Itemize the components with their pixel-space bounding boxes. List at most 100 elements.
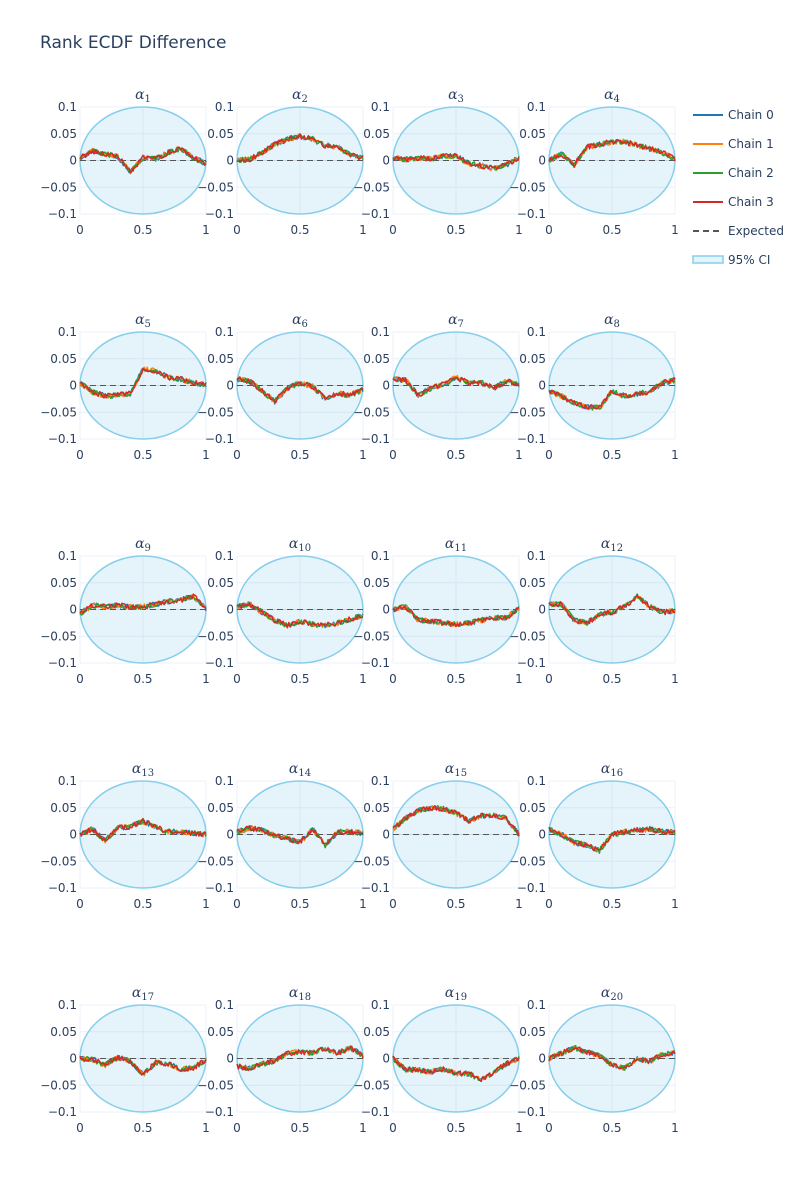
chain-line-3	[236, 133, 364, 163]
x-tick-label: 1	[359, 223, 367, 237]
y-tick-label: 0.05	[363, 352, 390, 366]
subplot-title: α16	[601, 761, 623, 779]
x-tick-label: 0.5	[133, 1121, 152, 1135]
y-tick-label: 0.05	[50, 1025, 77, 1039]
y-tick-label: 0.1	[371, 774, 390, 788]
y-tick-label: 0	[226, 154, 234, 168]
x-tick-label: 0.5	[446, 448, 465, 462]
chain-line-2	[79, 146, 207, 173]
x-tick-label: 1	[202, 1121, 210, 1135]
x-tick-label: 0.5	[133, 897, 152, 911]
x-tick-label: 1	[671, 897, 679, 911]
subplot-19: 0.1 0.05 0 −0.05 −0.1 0 0.5 1 α19	[353, 985, 523, 1135]
x-tick-label: 0	[233, 448, 241, 462]
chain-line-3	[236, 602, 364, 629]
x-tick-label: 0	[233, 223, 241, 237]
x-tick-label: 0.5	[290, 897, 309, 911]
subplot-7: 0.1 0.05 0 −0.05 −0.1 0 0.5 1 α7	[353, 312, 523, 462]
y-tick-label: 0.05	[50, 576, 77, 590]
y-tick-label: 0.05	[207, 576, 234, 590]
legend-item-95-ci[interactable]: 95% CI	[692, 253, 770, 267]
x-tick-label: 0	[545, 223, 553, 237]
y-tick-label: 0.05	[519, 1025, 546, 1039]
x-tick-label: 0	[76, 448, 84, 462]
subplot-2: 0.1 0.05 0 −0.05 −0.1 0 0.5 1 α2	[197, 87, 367, 237]
legend-label: Chain 3	[728, 195, 774, 209]
y-tick-label: 0.05	[207, 1025, 234, 1039]
y-tick-label: 0	[538, 379, 546, 393]
y-tick-label: 0.05	[207, 127, 234, 141]
subplot-title: α2	[292, 87, 308, 105]
subplot-title: α1	[135, 87, 151, 105]
chain-line-3	[79, 818, 207, 842]
subplot-title: α6	[292, 312, 308, 330]
y-tick-label: 0	[538, 603, 546, 617]
subplot-1: 0.1 0.05 0 −0.05 −0.1 0 0.5 1 α1	[40, 87, 210, 237]
x-tick-label: 0	[389, 897, 397, 911]
y-tick-label: 0.1	[527, 549, 546, 563]
y-tick-label: 0	[382, 154, 390, 168]
y-tick-label: 0.05	[207, 801, 234, 815]
subplot-title: α18	[289, 985, 311, 1003]
y-tick-label: 0.1	[58, 549, 77, 563]
y-tick-label: 0.1	[58, 325, 77, 339]
chain-line-3	[236, 376, 364, 403]
y-tick-label: 0.05	[207, 352, 234, 366]
x-tick-label: 1	[202, 897, 210, 911]
chain-line-3	[548, 1046, 676, 1070]
legend-item-chain-1[interactable]: Chain 1	[693, 137, 774, 151]
legend[interactable]: Chain 0 Chain 1 Chain 2 Chain 3 Expected 95% …	[692, 108, 784, 267]
y-tick-label: 0	[382, 603, 390, 617]
x-tick-label: 0	[76, 672, 84, 686]
y-tick-label: 0.05	[519, 801, 546, 815]
y-tick-label: 0.05	[519, 127, 546, 141]
subplot-4: 0.1 0.05 0 −0.05 −0.1 0 0.5 1 α4	[509, 87, 679, 237]
y-tick-label: 0	[69, 603, 77, 617]
y-tick-label: −0.1	[205, 656, 234, 670]
y-tick-label: −0.05	[509, 629, 546, 643]
y-tick-label: −0.1	[517, 1105, 546, 1119]
y-tick-label: −0.1	[361, 881, 390, 895]
subplot-20: 0.1 0.05 0 −0.05 −0.1 0 0.5 1 α20	[509, 985, 679, 1135]
legend-item-expected[interactable]: Expected	[693, 224, 784, 238]
y-tick-label: 0.1	[215, 549, 234, 563]
x-tick-label: 0.5	[602, 223, 621, 237]
subplot-8: 0.1 0.05 0 −0.05 −0.1 0 0.5 1 α8	[509, 312, 679, 462]
subplot-title: α15	[445, 761, 467, 779]
subplot-title: α10	[289, 536, 311, 554]
y-tick-label: 0.1	[215, 325, 234, 339]
x-tick-label: 1	[359, 897, 367, 911]
y-tick-label: −0.05	[197, 405, 234, 419]
x-tick-label: 0	[545, 897, 553, 911]
x-tick-label: 1	[202, 672, 210, 686]
legend-item-chain-0[interactable]: Chain 0	[693, 108, 774, 122]
subplot-title: α20	[601, 985, 623, 1003]
y-tick-label: 0	[69, 154, 77, 168]
x-tick-label: 0	[76, 897, 84, 911]
legend-label: Chain 1	[728, 137, 774, 151]
legend-item-chain-3[interactable]: Chain 3	[693, 195, 774, 209]
subplot-14: 0.1 0.05 0 −0.05 −0.1 0 0.5 1 α14	[197, 761, 367, 911]
y-tick-label: −0.1	[205, 207, 234, 221]
y-tick-label: 0.1	[58, 100, 77, 114]
y-tick-label: 0	[382, 379, 390, 393]
y-tick-label: 0.05	[519, 352, 546, 366]
x-tick-label: 0.5	[133, 448, 152, 462]
x-tick-label: 1	[515, 897, 523, 911]
x-tick-label: 1	[671, 1121, 679, 1135]
y-tick-label: 0.1	[58, 774, 77, 788]
y-tick-label: 0.1	[527, 100, 546, 114]
y-tick-label: 0	[69, 828, 77, 842]
x-tick-label: 0.5	[446, 672, 465, 686]
legend-item-chain-2[interactable]: Chain 2	[693, 166, 774, 180]
x-tick-label: 1	[359, 1121, 367, 1135]
chart-title: Rank ECDF Difference	[40, 33, 227, 53]
y-tick-label: −0.05	[197, 180, 234, 194]
y-tick-label: −0.05	[197, 1078, 234, 1092]
x-tick-label: 1	[515, 672, 523, 686]
y-tick-label: −0.1	[48, 656, 77, 670]
chain-line-3	[392, 152, 520, 170]
y-tick-label: −0.05	[40, 854, 77, 868]
x-tick-label: 0.5	[133, 672, 152, 686]
